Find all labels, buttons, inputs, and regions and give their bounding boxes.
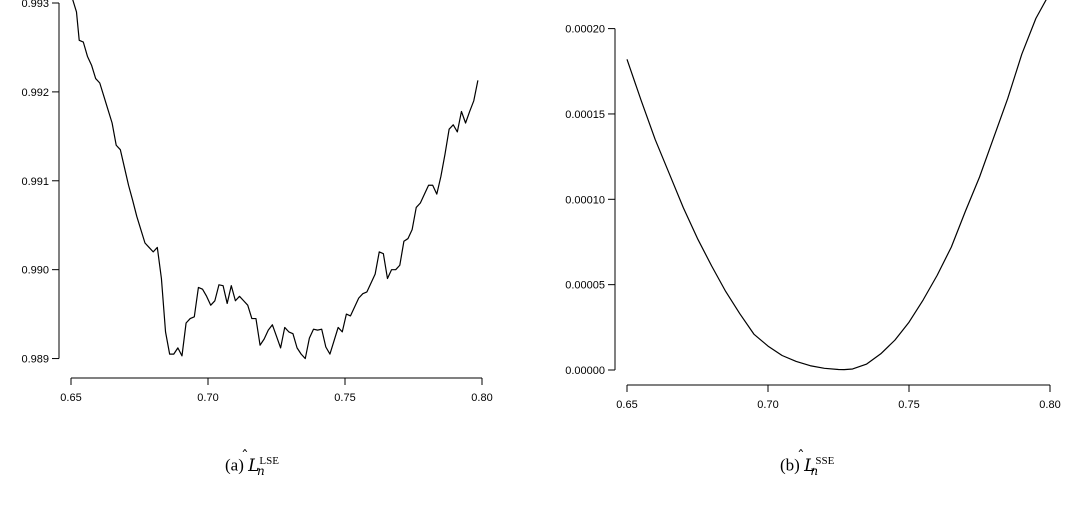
- caption-b-symbol: ̂ L: [803, 446, 816, 476]
- caption-a-symbol: ̂ L: [247, 446, 260, 476]
- a-x-tick-label-3: 0.80: [471, 392, 492, 404]
- caption-a-subscript: n: [256, 464, 265, 479]
- caption-a: (a) ̂ LLSEn: [225, 446, 279, 479]
- panel-a-lse-plot: 0.65 0.70 0.75 0.80 0.989 0.990 0.991 0.992 0.99…: [21, 0, 493, 404]
- panel-b-sse-plot: 0.65 0.70 0.75 0.80 0.00000 0.00005 0.00010 0.0…: [565, 0, 1061, 411]
- b-y-tick-label-2: 0.00010: [565, 194, 605, 206]
- a-y-tick-label-0: 0.989: [21, 354, 49, 366]
- b-x-tick-label-2: 0.75: [898, 399, 919, 411]
- b-x-tick-label-3: 0.80: [1039, 399, 1060, 411]
- b-y-tick-label-3: 0.00015: [565, 109, 605, 121]
- a-y-tick-label-3: 0.992: [21, 87, 49, 99]
- a-x-tick-label-1: 0.70: [197, 392, 218, 404]
- caption-b-subscript: n: [810, 464, 819, 479]
- a-y-tick-label-4: 0.993: [21, 0, 49, 10]
- a-y-tick-label-1: 0.990: [21, 265, 49, 277]
- caption-b: (b) ̂ LSSEn: [780, 446, 834, 479]
- b-y-tick-label-4: 0.00020: [565, 24, 605, 36]
- a-x-tick-label-2: 0.75: [334, 392, 355, 404]
- b-x-tick-label-0: 0.65: [616, 399, 637, 411]
- caption-b-hat: ̂: [803, 446, 810, 465]
- caption-a-superscript: LSE: [259, 455, 279, 467]
- caption-b-superscript: SSE: [815, 455, 835, 467]
- b-y-tick-label-1: 0.00005: [565, 280, 605, 292]
- a-series-line-0: [72, 0, 479, 360]
- caption-b-label: (b): [780, 455, 800, 475]
- a-y-tick-label-2: 0.991: [21, 176, 49, 188]
- caption-a-label: (a): [225, 455, 244, 475]
- b-series-line-0: [626, 0, 1047, 371]
- a-x-tick-label-0: 0.65: [60, 392, 81, 404]
- caption-a-hat: ̂: [247, 446, 254, 465]
- b-x-tick-label-1: 0.70: [757, 399, 778, 411]
- b-y-tick-label-0: 0.00000: [565, 365, 605, 377]
